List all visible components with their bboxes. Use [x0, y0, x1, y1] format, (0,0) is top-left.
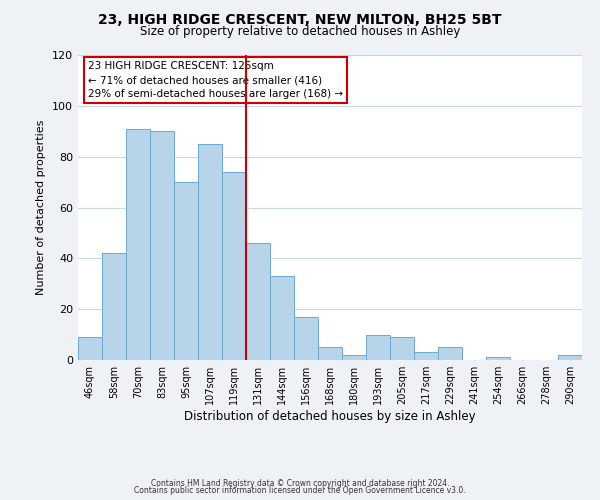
- Bar: [198, 144, 222, 360]
- Bar: [366, 334, 390, 360]
- Text: 23, HIGH RIDGE CRESCENT, NEW MILTON, BH25 5BT: 23, HIGH RIDGE CRESCENT, NEW MILTON, BH2…: [98, 12, 502, 26]
- Bar: [150, 131, 174, 360]
- Text: 23 HIGH RIDGE CRESCENT: 125sqm
← 71% of detached houses are smaller (416)
29% of: 23 HIGH RIDGE CRESCENT: 125sqm ← 71% of …: [88, 61, 343, 99]
- Bar: [174, 182, 198, 360]
- Bar: [558, 355, 582, 360]
- Y-axis label: Number of detached properties: Number of detached properties: [37, 120, 46, 295]
- Bar: [390, 337, 414, 360]
- Bar: [270, 276, 294, 360]
- Text: Contains HM Land Registry data © Crown copyright and database right 2024.: Contains HM Land Registry data © Crown c…: [151, 478, 449, 488]
- Bar: [294, 317, 318, 360]
- Text: Size of property relative to detached houses in Ashley: Size of property relative to detached ho…: [140, 25, 460, 38]
- Text: Contains public sector information licensed under the Open Government Licence v3: Contains public sector information licen…: [134, 486, 466, 495]
- Bar: [414, 352, 438, 360]
- Bar: [126, 128, 150, 360]
- Bar: [342, 355, 366, 360]
- Bar: [486, 358, 510, 360]
- Bar: [438, 348, 462, 360]
- Bar: [102, 253, 126, 360]
- Bar: [246, 243, 270, 360]
- Bar: [318, 348, 342, 360]
- Bar: [222, 172, 246, 360]
- Bar: [78, 337, 102, 360]
- X-axis label: Distribution of detached houses by size in Ashley: Distribution of detached houses by size …: [184, 410, 476, 423]
